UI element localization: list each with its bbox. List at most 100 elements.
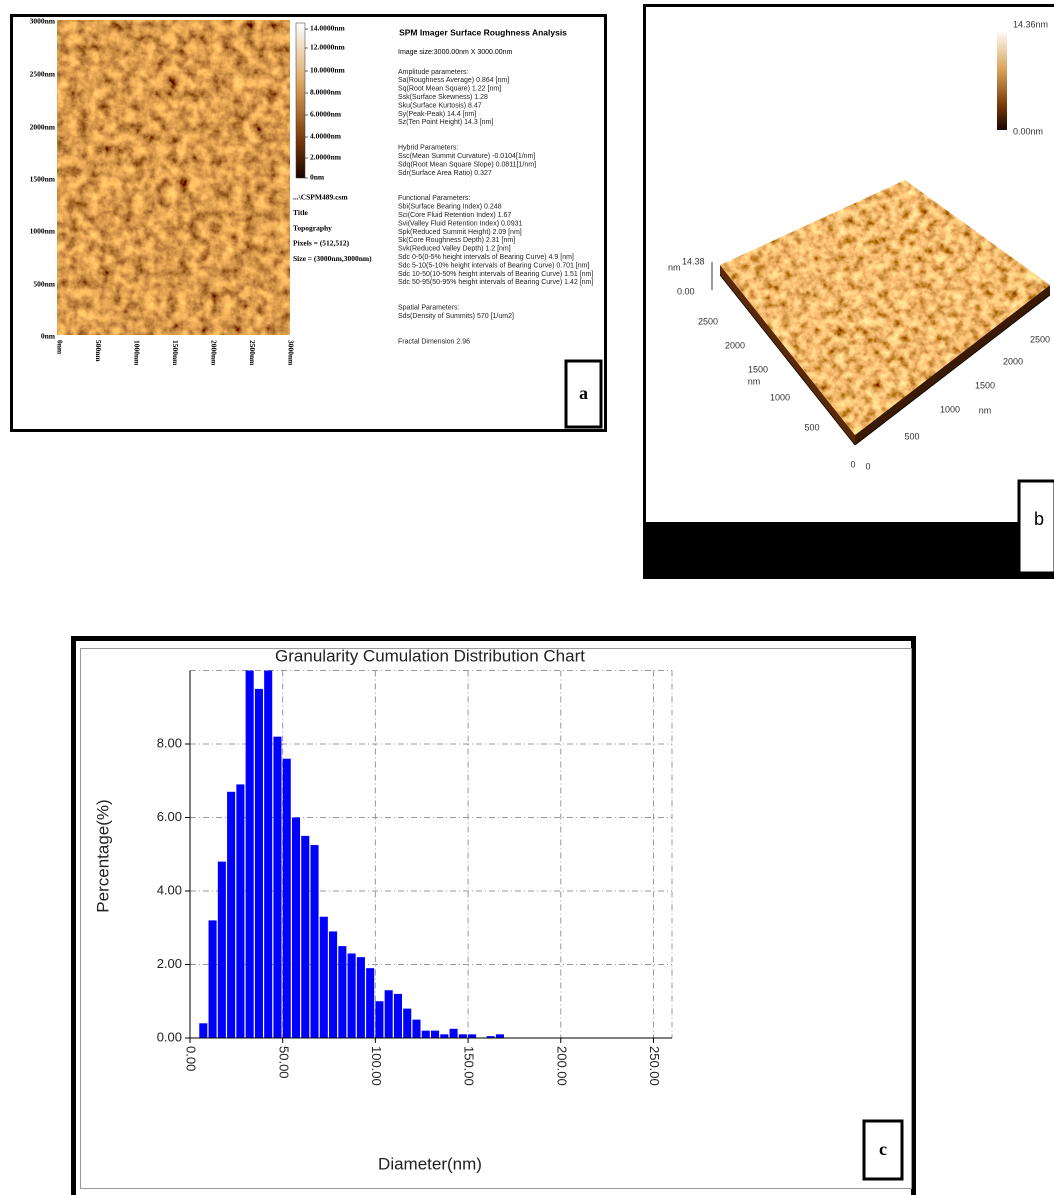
panel-label: c [879, 1139, 887, 1159]
y-tick-label: 4.00 [157, 882, 182, 897]
bar [254, 688, 263, 1038]
bar [486, 1036, 495, 1038]
z-max: 14.38 [682, 256, 705, 266]
bar [356, 957, 365, 1038]
colorbar-label: 0nm [310, 173, 325, 182]
label-box [862, 1119, 904, 1181]
file-info: Title [293, 208, 309, 217]
colorbar [997, 30, 1007, 130]
parameter: Sdc 5-10(5-10% height intervals of Beari… [398, 262, 589, 269]
y-tick-label: 1500nm [30, 175, 56, 184]
bar [273, 736, 282, 1038]
parameter: Sk(Core Roughness Depth) 2.31 [nm] [398, 237, 515, 244]
bar [375, 1001, 384, 1038]
file-info: Size = (3000nm,3000nm) [293, 254, 372, 263]
axis-line [719, 274, 856, 446]
bar [440, 1034, 449, 1038]
colorbar-label: 12.0000nm [310, 43, 346, 52]
axis-label: 1500 [748, 364, 768, 374]
parameter: Sci(Core Fluid Retention Index) 1.67 [398, 212, 511, 219]
y-tick-label: 0.00 [157, 1029, 182, 1044]
x-tick-label: 1500nm [171, 340, 180, 366]
axis-label: 1500 [975, 380, 995, 390]
bar [236, 784, 245, 1038]
bar [264, 670, 273, 1038]
colorbar-label: 4.0000nm [310, 132, 342, 141]
y-tick-label: 0nm [41, 332, 56, 341]
parameter: Sku(Surface Kurtosis) 8.47 [398, 102, 482, 109]
analysis-title: SPM Imager Surface Roughness Analysis [399, 27, 567, 37]
afm-image [57, 20, 290, 335]
bar [329, 931, 338, 1038]
parameter: Ssc(Mean Summit Curvature) -0.0104[1/nm] [398, 153, 535, 160]
bar [310, 845, 319, 1038]
parameter: Ssk(Surface Skewness) 1.28 [398, 94, 488, 101]
chart-title: Granularity Cumulation Distribution Char… [275, 646, 585, 665]
parameter: Sdc 50-95(50-95% height intervals of Bea… [398, 279, 593, 286]
parameter: Sdc 0-5(0-5% height intervals of Bearing… [398, 254, 574, 261]
bar [412, 1019, 421, 1038]
axis-label: 2000 [1003, 356, 1023, 366]
black-strip [645, 522, 1054, 577]
parameter: Sy(Peak-Peak) 14.4 [nm] [398, 111, 476, 118]
parameter: Sdq(Root Mean Square Slope) 0.0811[1/nm] [398, 161, 536, 168]
section-heading: Hybrid Parameters: [398, 145, 458, 152]
x-tick-label: 250.00 [647, 1046, 662, 1086]
y-tick-label: 3000nm [30, 17, 56, 26]
parameter: Spk(Reduced Summit Height) 2.09 [nm] [398, 229, 522, 236]
axis-label: 0 [850, 459, 855, 469]
axis-label: 1000 [940, 404, 960, 414]
parameter: Sds(Density of Summits) 570 [1/um2] [398, 313, 514, 320]
surface-side [855, 285, 1050, 445]
colorbar-label: 2.0000nm [310, 153, 342, 162]
bar [468, 1034, 477, 1038]
bar [338, 946, 347, 1038]
image-size: Image size:3000.00nm X 3000.00nm [398, 49, 513, 56]
bar [208, 920, 217, 1038]
bar [301, 835, 310, 1038]
bar [421, 1030, 430, 1038]
panel-label: a [579, 383, 588, 403]
colorbar-label: 10.0000nm [310, 66, 346, 75]
axis-label: 2500 [1030, 334, 1050, 344]
bar [403, 1008, 412, 1038]
axis-label: 1000 [770, 392, 790, 402]
y-tick-label: 2000nm [30, 123, 56, 132]
label-box [1017, 479, 1054, 575]
file-info: Topography [293, 223, 332, 232]
z-min: 0.00 [677, 286, 695, 296]
x-axis-title: Diameter(nm) [378, 1154, 482, 1173]
colorbar-label: 8.0000nm [310, 88, 342, 97]
parameter: Sbi(Surface Bearing Index) 0.248 [398, 204, 502, 211]
panel-c-frame [71, 636, 916, 1195]
file-info: Pixels = (512,512) [293, 239, 350, 248]
bar [217, 861, 226, 1038]
y-tick-label: 2500nm [30, 70, 56, 79]
axis-label: 500 [804, 422, 819, 432]
parameter: Svk(Reduced Valley Depth) 1.2 [nm] [398, 246, 511, 253]
x-tick-label: 2500nm [248, 340, 257, 366]
x-tick-label: 3000nm [286, 340, 295, 366]
colorbar-min: 0.00nm [1013, 126, 1043, 136]
bar [282, 758, 291, 1038]
colorbar-label: 14.0000nm [310, 24, 346, 33]
y-tick-label: 8.00 [157, 735, 182, 750]
axis-label: nm [979, 405, 992, 415]
axis-line [854, 294, 1051, 446]
parameter: Sa(Roughness Average) 0.864 [nm] [398, 77, 509, 84]
bar [199, 1023, 208, 1038]
section-heading: Spatial Parameters: [398, 305, 460, 312]
bar [366, 968, 375, 1038]
colorbar [295, 22, 306, 179]
x-tick-label: 200.00 [554, 1046, 569, 1086]
parameter: Sq(Root Mean Square) 1.22 [nm] [398, 86, 501, 93]
y-axis-title: Percentage(%) [93, 799, 112, 912]
surface-side [720, 265, 855, 445]
bar [393, 993, 402, 1038]
axis-label: 0 [865, 461, 870, 471]
bar [495, 1034, 504, 1038]
panel-label: b [1034, 509, 1044, 529]
section-heading: Fractal Dimension 2.96 [398, 338, 470, 345]
bar [319, 916, 328, 1038]
